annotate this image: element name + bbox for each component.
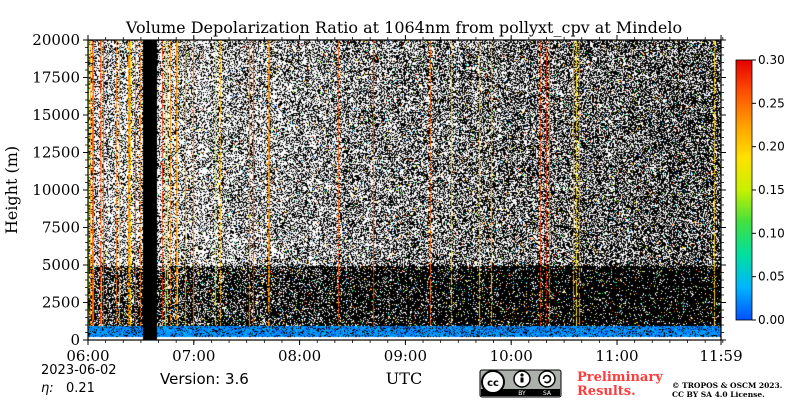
- cc-license-badge: cc BY SA: [479, 369, 562, 398]
- y-axis: 0 2500 5000 7500 10000 12500 15000 17500 20000: [32, 31, 726, 349]
- y-tick-label: 12500: [32, 144, 80, 162]
- colorbar-tick-label: 0.30: [758, 53, 785, 67]
- colorbar: 0.00 0.05 0.10 0.15 0.20 0.25 0.30: [735, 53, 785, 327]
- y-tick-label: 20000: [32, 31, 80, 49]
- copyright-line-2: CC BY SA 4.0 License.: [672, 390, 765, 399]
- x-tick-label: 08:00: [278, 347, 321, 365]
- chart-title: Volume Depolarization Ratio at 1064nm fr…: [125, 18, 682, 37]
- copyright-line-1: © TROPOS & OSCM 2023.: [672, 381, 782, 390]
- colorbar-tick-label: 0.20: [758, 140, 785, 154]
- y-tick-label: 10000: [32, 181, 80, 199]
- x-tick-label: 10:00: [490, 347, 533, 365]
- cc-icon: [481, 370, 505, 394]
- date-label: 2023-06-02: [41, 363, 117, 378]
- x-tick-label: 07:00: [172, 347, 215, 365]
- colorbar-tick-label: 0.25: [758, 96, 785, 110]
- colorbar-tick-label: 0.10: [758, 226, 785, 240]
- y-tick-label: 5000: [42, 256, 80, 274]
- preliminary-label: Preliminary: [577, 370, 663, 385]
- x-axis: 06:00 07:00 08:00 09:00 10:00 11:00 11:59: [66, 35, 743, 365]
- x-axis-label: UTC: [386, 369, 422, 388]
- sa-share-icon: [538, 370, 556, 388]
- sa-label: SA: [543, 390, 552, 397]
- colorbar-tick-label: 0.05: [758, 270, 785, 284]
- heatmap-image: [88, 40, 721, 340]
- colorbar-tick-label: 0.15: [758, 183, 785, 197]
- y-axis-label: Height (m): [2, 146, 21, 234]
- eta-value: 0.21: [66, 381, 95, 396]
- x-tick-label: 09:00: [384, 347, 427, 365]
- colorbar-tick-label: 0.00: [758, 313, 785, 327]
- y-tick-label: 15000: [32, 106, 80, 124]
- version-label: Version: 3.6: [160, 370, 249, 388]
- x-tick-label: 06:00: [66, 347, 109, 365]
- results-label: Results.: [577, 384, 636, 399]
- y-tick-label: 0: [70, 331, 80, 349]
- colorbar-ticks: 0.00 0.05 0.10 0.15 0.20 0.25 0.30: [752, 53, 785, 327]
- x-tick-label: 11:00: [595, 347, 638, 365]
- x-tick-label: 11:59: [699, 347, 742, 365]
- by-label: BY: [518, 390, 526, 397]
- y-tick-label: 17500: [32, 69, 80, 87]
- cc-badge-text: cc: [487, 378, 499, 389]
- plot-area: [87, 39, 722, 341]
- y-tick-label: 2500: [42, 294, 80, 312]
- y-tick-label: 7500: [42, 219, 80, 237]
- colorbar-bar: [735, 59, 753, 321]
- eta-label: η:: [41, 381, 54, 396]
